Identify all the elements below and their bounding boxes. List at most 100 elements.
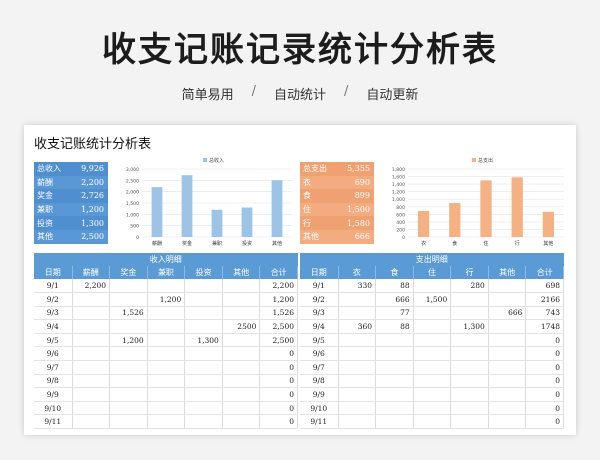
income-table-cell[interactable]: 0 [259, 346, 298, 362]
income-table-cell[interactable]: 2,200 [259, 279, 298, 294]
income-table-cell[interactable] [147, 414, 186, 430]
expense-table-cell[interactable]: 9/10 [300, 401, 339, 416]
income-table-cell[interactable] [72, 346, 111, 362]
expense-table-cell[interactable] [413, 306, 452, 321]
expense-table-cell[interactable] [375, 374, 414, 389]
expense-table-cell[interactable]: 9/8 [300, 374, 339, 389]
expense-table-cell[interactable] [450, 387, 489, 402]
expense-table-cell[interactable] [450, 346, 489, 362]
income-table-cell[interactable]: 0 [259, 374, 298, 389]
income-table-cell[interactable]: 1,300 [184, 333, 223, 348]
income-table-cell[interactable] [147, 319, 186, 334]
income-table-cell[interactable] [109, 319, 148, 334]
expense-table-cell[interactable]: 2166 [525, 292, 564, 307]
income-table-cell[interactable]: 2500 [222, 319, 261, 334]
income-table-cell[interactable] [222, 292, 261, 307]
expense-table-cell[interactable] [450, 292, 489, 307]
expense-table-cell[interactable]: 1,500 [413, 292, 452, 307]
expense-table-cell[interactable] [488, 346, 527, 362]
income-table-cell[interactable]: 0 [259, 401, 298, 416]
income-table-cell[interactable]: 9/10 [34, 401, 73, 416]
income-table-cell[interactable] [147, 346, 186, 362]
expense-table-cell[interactable] [413, 360, 452, 375]
income-table-cell[interactable] [222, 374, 261, 389]
income-table-cell[interactable] [184, 387, 223, 402]
expense-table-cell[interactable] [375, 346, 414, 362]
income-table-cell[interactable]: 1,200 [109, 333, 148, 348]
expense-table-cell[interactable] [488, 319, 527, 334]
expense-table-cell[interactable]: 9/3 [300, 306, 339, 321]
income-table-cell[interactable] [222, 306, 261, 321]
income-table-cell[interactable]: 1,200 [147, 292, 186, 307]
expense-table-cell[interactable] [488, 414, 527, 430]
expense-table-cell[interactable]: 666 [375, 292, 414, 307]
income-table-cell[interactable] [109, 346, 148, 362]
income-table-cell[interactable]: 9/7 [34, 360, 73, 375]
expense-table-cell[interactable]: 330 [338, 279, 377, 294]
income-table-cell[interactable] [184, 279, 223, 294]
income-table-cell[interactable] [184, 414, 223, 430]
income-table-cell[interactable] [184, 292, 223, 307]
expense-table-cell[interactable]: 9/11 [300, 414, 339, 430]
expense-table-cell[interactable] [488, 333, 527, 348]
income-table-cell[interactable]: 2,200 [72, 279, 111, 294]
income-table-cell[interactable] [109, 387, 148, 402]
expense-table-cell[interactable] [375, 360, 414, 375]
expense-table-cell[interactable] [338, 306, 377, 321]
expense-table-cell[interactable] [375, 401, 414, 416]
expense-table-cell[interactable]: 9/9 [300, 387, 339, 402]
income-table-cell[interactable] [109, 360, 148, 375]
expense-table-cell[interactable]: 0 [525, 414, 564, 430]
expense-table-cell[interactable]: 1748 [525, 319, 564, 334]
expense-table-cell[interactable] [413, 346, 452, 362]
income-table-cell[interactable] [147, 279, 186, 294]
income-table-cell[interactable]: 2,500 [259, 333, 298, 348]
income-table-cell[interactable] [72, 387, 111, 402]
expense-table-cell[interactable] [338, 401, 377, 416]
income-table-cell[interactable]: 9/3 [34, 306, 73, 321]
income-table-cell[interactable] [109, 279, 148, 294]
expense-table-cell[interactable] [413, 279, 452, 294]
income-table-cell[interactable] [72, 306, 111, 321]
expense-table-cell[interactable]: 9/7 [300, 360, 339, 375]
expense-table-cell[interactable]: 9/4 [300, 319, 339, 334]
income-table-cell[interactable] [72, 414, 111, 430]
expense-table-cell[interactable] [338, 346, 377, 362]
expense-table-cell[interactable]: 0 [525, 360, 564, 375]
expense-table-cell[interactable] [413, 333, 452, 348]
income-table-cell[interactable]: 1,526 [259, 306, 298, 321]
income-table-cell[interactable] [72, 360, 111, 375]
expense-table-cell[interactable]: 1,300 [450, 319, 489, 334]
income-table-cell[interactable] [72, 401, 111, 416]
expense-table-cell[interactable] [450, 374, 489, 389]
expense-table-cell[interactable]: 9/2 [300, 292, 339, 307]
income-table-cell[interactable]: 9/1 [34, 279, 73, 294]
expense-table-cell[interactable]: 9/5 [300, 333, 339, 348]
expense-table-cell[interactable] [338, 374, 377, 389]
expense-table-cell[interactable] [413, 414, 452, 430]
income-table-cell[interactable] [109, 401, 148, 416]
income-table-cell[interactable]: 0 [259, 360, 298, 375]
expense-table-cell[interactable] [338, 414, 377, 430]
expense-table-cell[interactable]: 360 [338, 319, 377, 334]
expense-table-cell[interactable] [413, 401, 452, 416]
expense-table-cell[interactable]: 0 [525, 401, 564, 416]
income-table-cell[interactable] [72, 292, 111, 307]
income-table-cell[interactable] [184, 319, 223, 334]
income-table-cell[interactable]: 2,500 [259, 319, 298, 334]
income-table-cell[interactable]: 0 [259, 414, 298, 430]
income-table-cell[interactable] [147, 374, 186, 389]
expense-table-cell[interactable] [413, 387, 452, 402]
income-table-cell[interactable]: 9/8 [34, 374, 73, 389]
expense-table-cell[interactable]: 666 [488, 306, 527, 321]
income-table-cell[interactable] [72, 374, 111, 389]
expense-table-cell[interactable] [488, 387, 527, 402]
income-table-cell[interactable] [72, 333, 111, 348]
income-table-cell[interactable] [184, 401, 223, 416]
income-table-cell[interactable] [109, 292, 148, 307]
expense-table-cell[interactable] [488, 374, 527, 389]
expense-table-cell[interactable] [450, 333, 489, 348]
expense-table-cell[interactable] [450, 306, 489, 321]
expense-table-cell[interactable] [450, 414, 489, 430]
income-table-cell[interactable] [184, 306, 223, 321]
